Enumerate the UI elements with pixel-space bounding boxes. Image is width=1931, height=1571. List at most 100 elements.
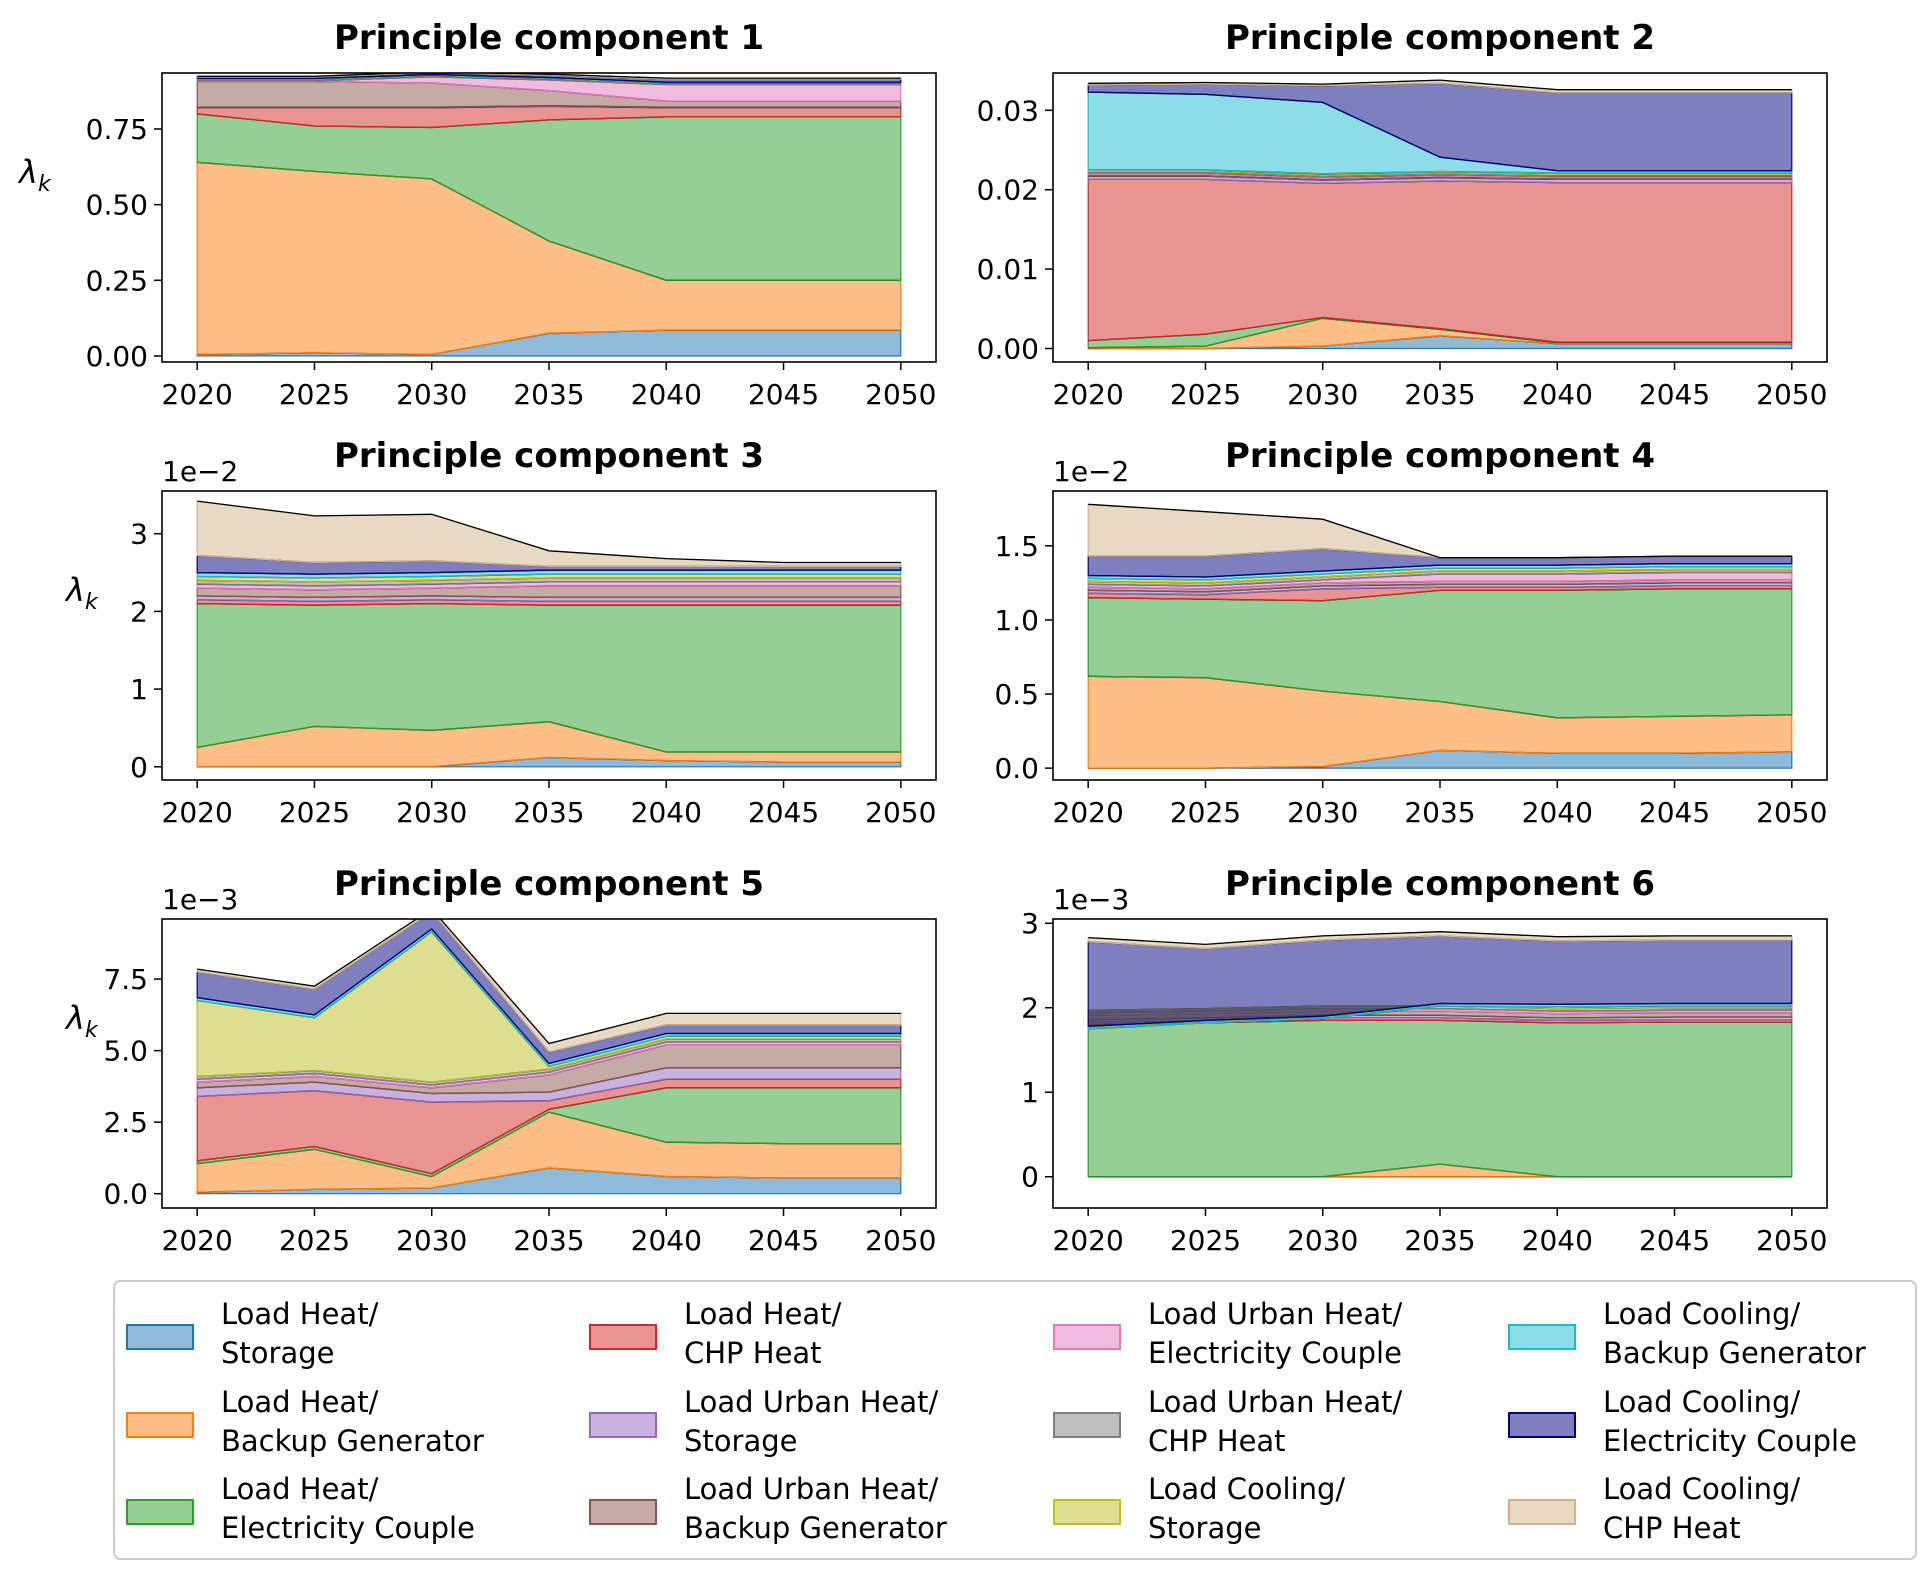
y-tick-label: 0	[130, 751, 148, 784]
y-tick-label: 0.25	[86, 264, 148, 297]
legend-label-line1: Load Cooling/	[1148, 1472, 1345, 1506]
panel-6: 2020 2025 2030 2035 2040 2045 2050 0 1 2 3 1e−3 Prin…	[1021, 864, 1828, 1257]
legend-label-line2: Electricity Couple	[221, 1511, 475, 1545]
y-tick-label: 2	[130, 595, 148, 628]
y-axis-label: λk	[64, 571, 99, 615]
x-tick-label: 2020	[1053, 378, 1124, 411]
x-tick-label: 2030	[396, 378, 467, 411]
legend-label-line2: Electricity Couple	[1603, 1424, 1857, 1458]
legend-label-line2: Storage	[1148, 1511, 1261, 1545]
legend-label-line2: Electricity Couple	[1148, 1336, 1402, 1370]
x-tick-label: 2025	[279, 378, 350, 411]
y-tick-label: 0.0	[103, 1178, 148, 1211]
x-tick-label: 2035	[1404, 378, 1475, 411]
x-tick-label: 2045	[1639, 378, 1710, 411]
legend-swatch	[1053, 1412, 1121, 1438]
x-tick-label: 2025	[1170, 378, 1241, 411]
panels: 2020 2025 2030 2035 2040 2045 20500.000.250.50…	[17, 18, 1828, 1257]
x-tick-label: 2040	[631, 796, 702, 829]
stacked-areas	[196, 73, 902, 357]
stacked-areas	[1087, 931, 1793, 1178]
series-boundary-line	[197, 500, 901, 564]
legend-item: Load Cooling/Electricity Couple	[1508, 1385, 1857, 1458]
x-tick-label: 2030	[396, 1224, 467, 1257]
series-boundary-line	[197, 73, 901, 79]
legend-label-line1: Load Cooling/	[1603, 1297, 1800, 1331]
x-tick-label: 2040	[631, 1224, 702, 1257]
stacked-areas	[1087, 503, 1793, 769]
x-tick-label: 2050	[1756, 378, 1827, 411]
x-tick-label: 2050	[1756, 796, 1827, 829]
x-tick-label: 2025	[1170, 796, 1241, 829]
x-tick-label: 2050	[865, 796, 936, 829]
legend-label-line1: Load Cooling/	[1603, 1472, 1800, 1506]
x-tick-label: 2035	[1404, 796, 1475, 829]
y-tick-label: 1.0	[994, 604, 1039, 637]
panel-1: 2020 2025 2030 2035 2040 2045 2050 0.00 0.25 0.50…	[17, 18, 937, 411]
y-tick-label: 3	[130, 518, 148, 551]
series-boundary-line	[1088, 931, 1792, 946]
legend-swatch	[589, 1324, 657, 1350]
x-tick-label: 2020	[1053, 1224, 1124, 1257]
y-tick-label: 2.5	[103, 1106, 148, 1139]
x-tick-label: 2020	[162, 378, 233, 411]
legend-item: Load Urban Heat/CHP Heat	[1053, 1385, 1403, 1458]
series-boundary-line	[197, 919, 901, 1045]
y-tick-label: 0.5	[994, 678, 1039, 711]
panel-title: Principle component 2	[1225, 18, 1655, 58]
x-tick-label: 2040	[1522, 378, 1593, 411]
x-tick-label: 2050	[865, 1224, 936, 1257]
series-boundary-line	[1088, 503, 1792, 559]
legend-label-line1: Load Urban Heat/	[684, 1385, 939, 1419]
x-tick-label: 2030	[1287, 378, 1358, 411]
y-tick-label: 1	[130, 673, 148, 706]
legend-swatch	[1508, 1412, 1576, 1438]
y-tick-label: 1	[1021, 1076, 1039, 1109]
panel-title: Principle component 6	[1225, 864, 1655, 904]
stacked-areas	[1087, 79, 1793, 350]
y-tick-label: 2	[1021, 992, 1039, 1025]
x-tick-label: 2050	[1756, 1224, 1827, 1257]
stacked-areas	[196, 919, 902, 1195]
y-tick-label: 0.0	[994, 752, 1039, 785]
legend-item: Load Urban Heat/Backup Generator	[589, 1472, 947, 1545]
axis-offset-exponent: 1e−3	[1053, 883, 1129, 916]
legend-label-line2: Storage	[221, 1336, 334, 1370]
legend-label-line1: Load Cooling/	[1603, 1385, 1800, 1419]
panel-5: 2020 2025 2030 2035 2040 2045 2050 0.0 2.5 5.0 7.5…	[64, 864, 937, 1257]
x-tick-label: 2050	[865, 378, 936, 411]
x-tick-label: 2025	[279, 796, 350, 829]
x-tick-label: 2045	[1639, 1224, 1710, 1257]
y-tick-label: 0.01	[977, 253, 1039, 286]
legend-label-line1: Load Heat/	[684, 1297, 842, 1331]
legend-label-line2: Backup Generator	[1603, 1336, 1866, 1370]
x-tick-label: 2020	[162, 796, 233, 829]
legend-label-line2: Backup Generator	[221, 1424, 484, 1458]
legend-swatch	[589, 1412, 657, 1438]
legend-label-line2: CHP Heat	[1148, 1424, 1286, 1458]
legend-label-line2: CHP Heat	[684, 1336, 822, 1370]
y-tick-label: 0.00	[86, 340, 148, 373]
series-boundary-line	[1088, 79, 1792, 91]
x-tick-label: 2045	[748, 1224, 819, 1257]
y-tick-label: 3	[1021, 907, 1039, 940]
y-tick-label: 0.00	[977, 333, 1039, 366]
stacked-areas	[196, 500, 902, 768]
legend-label-line2: Storage	[684, 1424, 797, 1458]
area-load-cooling-chp-heat	[1087, 503, 1792, 559]
x-tick-label: 2035	[513, 796, 584, 829]
x-tick-label: 2045	[748, 378, 819, 411]
legend-swatch	[589, 1499, 657, 1525]
panel-title: Principle component 1	[334, 18, 764, 58]
x-tick-label: 2030	[396, 796, 467, 829]
legend-swatch	[126, 1499, 194, 1525]
legend-swatch	[1508, 1324, 1576, 1350]
panel-title: Principle component 3	[334, 436, 764, 476]
legend-swatch	[1508, 1499, 1576, 1525]
legend-item: Load Urban Heat/Electricity Couple	[1053, 1297, 1403, 1370]
x-tick-label: 2020	[162, 1224, 233, 1257]
legend-swatch	[126, 1412, 194, 1438]
legend-item: Load Heat/Storage	[126, 1297, 379, 1370]
x-tick-label: 2035	[513, 1224, 584, 1257]
legend: Load Heat/Storage Load Heat/Backup Genera…	[113, 1280, 1917, 1560]
